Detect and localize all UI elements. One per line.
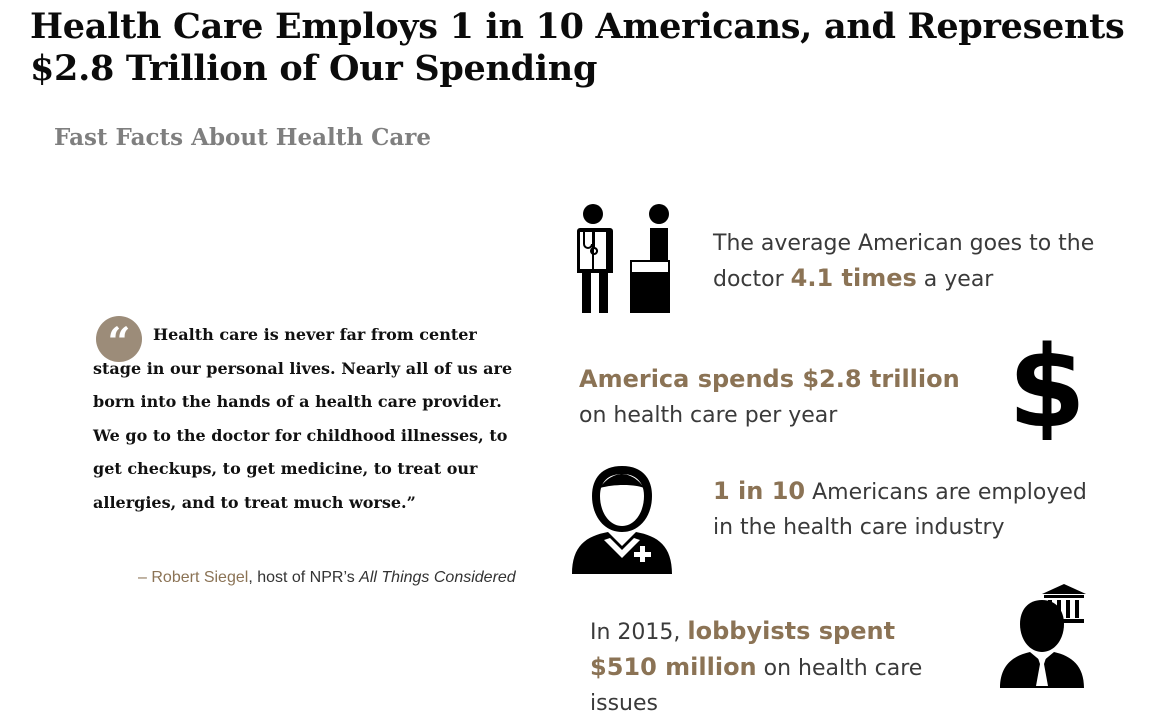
- page-title: Health Care Employs 1 in 10 Americans, a…: [30, 6, 1125, 89]
- section-subtitle: Fast Facts About Health Care: [54, 124, 432, 151]
- fact-employment: 1 in 10 Americans are employed in the he…: [713, 474, 1113, 545]
- fact-spending-highlight: America spends $2.8 trillion: [579, 365, 960, 393]
- quote-icon: “: [96, 316, 142, 366]
- fact-spending: America spends $2.8 trillion on health c…: [579, 362, 979, 433]
- fact-lobbying-pre: In 2015,: [590, 620, 688, 645]
- health-worker-icon: [572, 466, 672, 574]
- fact-employment-post: Americans are employed in the health car…: [713, 480, 1087, 540]
- attribution-dash: –: [138, 569, 147, 586]
- quote-text: Health care is never far from center sta…: [93, 325, 513, 512]
- fact-employment-highlight: 1 in 10: [713, 477, 806, 505]
- attribution-role: , host of NPR’s: [248, 569, 360, 586]
- fact-lobbying-post: on health care issues: [590, 656, 923, 716]
- quote-mark-glyph: “: [107, 319, 131, 366]
- attribution-author: Robert Siegel: [151, 569, 249, 586]
- svg-text:$: $: [1012, 328, 1082, 440]
- quote-block: Health care is never far from center sta…: [93, 318, 523, 520]
- lobbyist-government-icon: [1000, 584, 1086, 688]
- attribution-show: All Things Considered: [359, 569, 516, 586]
- fact-lobbying: In 2015, lobbyists spent $510 million on…: [590, 614, 970, 721]
- fact-doctor-post: a year: [916, 267, 994, 292]
- doctor-patient-icon: [576, 204, 670, 313]
- fact-doctor-highlight: 4.1 times: [790, 264, 917, 292]
- dollar-sign-icon: $: [1012, 328, 1082, 440]
- fact-doctor-visits: The average American goes to the doctor …: [713, 226, 1113, 297]
- fact-spending-post: on health care per year: [579, 403, 838, 428]
- quote-attribution: – Robert Siegel, host of NPR’s All Thing…: [138, 569, 516, 587]
- fact-lobbying-highlight: lobbyists spent $510 million: [590, 617, 896, 681]
- fact-doctor-pre: The average American goes to the doctor: [713, 231, 1095, 292]
